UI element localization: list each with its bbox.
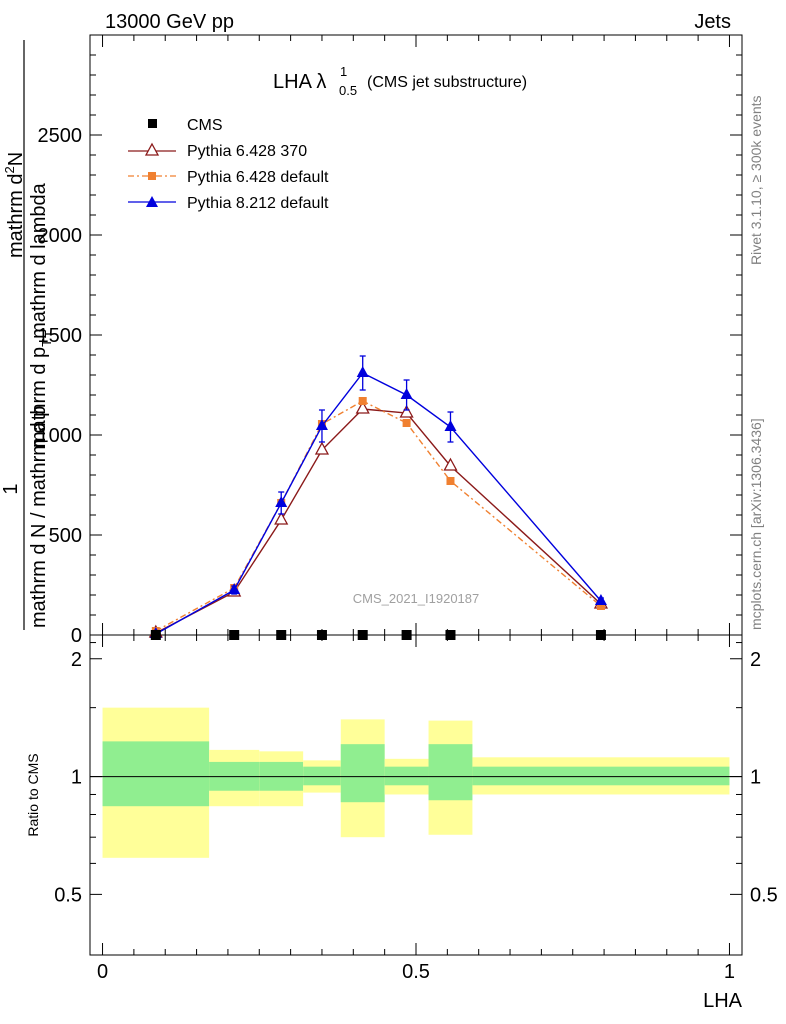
ylabel-lower-dp: mathrm d p bbox=[28, 347, 50, 448]
ratio-band-stat-3 bbox=[303, 766, 341, 786]
ratio-ytick-label: 2 bbox=[71, 649, 82, 671]
legend-label-cms: CMS bbox=[187, 117, 223, 134]
x-axis-label: LHA bbox=[703, 990, 743, 1012]
title-subscript: 0.5 bbox=[339, 83, 357, 98]
ratio-band-stat-6 bbox=[428, 744, 473, 801]
legend-marker-py6-370 bbox=[144, 142, 160, 156]
data-point bbox=[402, 419, 411, 427]
legend-label-py6-default: Pythia 6.428 default bbox=[187, 169, 329, 186]
ylabel-numerator-d: mathrm d bbox=[5, 174, 27, 258]
ylabel-lower-sub: T bbox=[39, 339, 54, 347]
title-superscript: 1 bbox=[340, 64, 347, 79]
series-line bbox=[155, 372, 602, 635]
series-line bbox=[155, 400, 602, 632]
ratio-xtick-label: 0.5 bbox=[402, 961, 430, 983]
data-point bbox=[276, 630, 287, 640]
data-point bbox=[228, 583, 241, 594]
data-point bbox=[401, 630, 412, 640]
ratio-axis-ticks: 0.5 0.5 1 1 2 2 0 0.5 1 bbox=[54, 635, 778, 983]
ratio-band-stat-4 bbox=[340, 744, 385, 803]
series-line bbox=[155, 408, 602, 634]
main-y-axis-label: 1 mathrm d N / mathrm d p T mathrm d2N m… bbox=[0, 40, 57, 630]
main-ytick-label: 500 bbox=[49, 525, 82, 547]
ratio-xtick-label: 1 bbox=[724, 961, 735, 983]
mcplots-reference-label: mcplots.cern.ch [arXiv:1306.3436] bbox=[748, 418, 764, 630]
ratio-band-stat-5 bbox=[384, 766, 429, 786]
plot-title: LHA λ bbox=[273, 71, 326, 93]
legend-marker-py6-default bbox=[148, 172, 156, 180]
analysis-watermark: CMS_2021_I1920187 bbox=[353, 591, 480, 606]
ratio-ytick-label-right: 2 bbox=[750, 649, 761, 671]
ratio-ytick-label: 0.5 bbox=[54, 884, 82, 906]
ratio-ytick-label-right: 1 bbox=[750, 767, 761, 789]
ratio-ytick-label: 1 bbox=[71, 767, 82, 789]
title-main: LHA λ bbox=[273, 71, 326, 93]
data-point bbox=[445, 630, 456, 640]
data-point bbox=[443, 457, 458, 471]
main-ytick-label: 1000 bbox=[38, 425, 83, 447]
title-suffix: (CMS jet substructure) bbox=[367, 74, 527, 91]
ratio-y-axis-label: Ratio to CMS bbox=[25, 753, 41, 836]
ylabel-one: 1 bbox=[0, 483, 22, 494]
ylabel-lower: mathrm d pTmathrm d lambda bbox=[28, 182, 54, 448]
data-point bbox=[275, 496, 288, 507]
data-point bbox=[274, 511, 289, 525]
ylabel-denominator-sub: T bbox=[42, 330, 57, 338]
ratio-bands bbox=[102, 707, 730, 858]
legend-label-py8-default: Pythia 8.212 default bbox=[187, 195, 329, 212]
main-ytick-label: 2500 bbox=[38, 125, 83, 147]
ylabel-lower-rest: mathrm d lambda bbox=[28, 182, 50, 338]
ylabel-denominator: mathrm d N / mathrm d p bbox=[28, 406, 50, 628]
rivet-version-label: Rivet 3.1.10, ≥ 300k events bbox=[748, 95, 764, 265]
ratio-band-stat-7 bbox=[472, 766, 730, 786]
data-point bbox=[400, 388, 413, 399]
data-point bbox=[444, 420, 457, 431]
header-process-label: Jets bbox=[694, 11, 731, 33]
ratio-band-stat-0 bbox=[102, 741, 210, 807]
ylabel-numerator-sup: 2 bbox=[2, 166, 17, 173]
ylabel-numerator: mathrm d2N bbox=[2, 152, 27, 258]
data-point bbox=[358, 397, 367, 405]
data-point bbox=[356, 366, 369, 377]
data-point bbox=[229, 630, 240, 640]
ylabel-numerator-n: N bbox=[5, 152, 27, 166]
data-point bbox=[314, 441, 330, 455]
data-point bbox=[355, 400, 370, 414]
legend-label-py6-370: Pythia 6.428 370 bbox=[187, 143, 307, 160]
series-layer bbox=[148, 355, 609, 640]
main-ytick-label: 1500 bbox=[38, 325, 83, 347]
data-point bbox=[399, 404, 414, 418]
data-point bbox=[446, 477, 455, 485]
data-point bbox=[357, 630, 368, 640]
header-energy-label: 13000 GeV pp bbox=[105, 11, 234, 33]
legend-marker-py8-default bbox=[146, 196, 158, 207]
main-axis-ticks: 0 500 1000 1500 2000 2500 bbox=[38, 35, 742, 647]
series-cms bbox=[150, 630, 606, 640]
data-point bbox=[150, 630, 161, 640]
ratio-xtick-label: 0 bbox=[97, 961, 108, 983]
ratio-ytick-label-right: 0.5 bbox=[750, 884, 778, 906]
legend-marker-cms bbox=[148, 119, 157, 128]
data-point bbox=[316, 630, 327, 640]
data-point bbox=[594, 594, 607, 605]
data-point bbox=[595, 630, 606, 640]
main-ytick-label: 0 bbox=[71, 625, 82, 647]
data-point bbox=[596, 602, 605, 610]
legend: CMS Pythia 6.428 370 Pythia 6.428 defaul… bbox=[128, 117, 329, 212]
main-ytick-label: 2000 bbox=[38, 225, 83, 247]
data-point bbox=[315, 419, 328, 430]
